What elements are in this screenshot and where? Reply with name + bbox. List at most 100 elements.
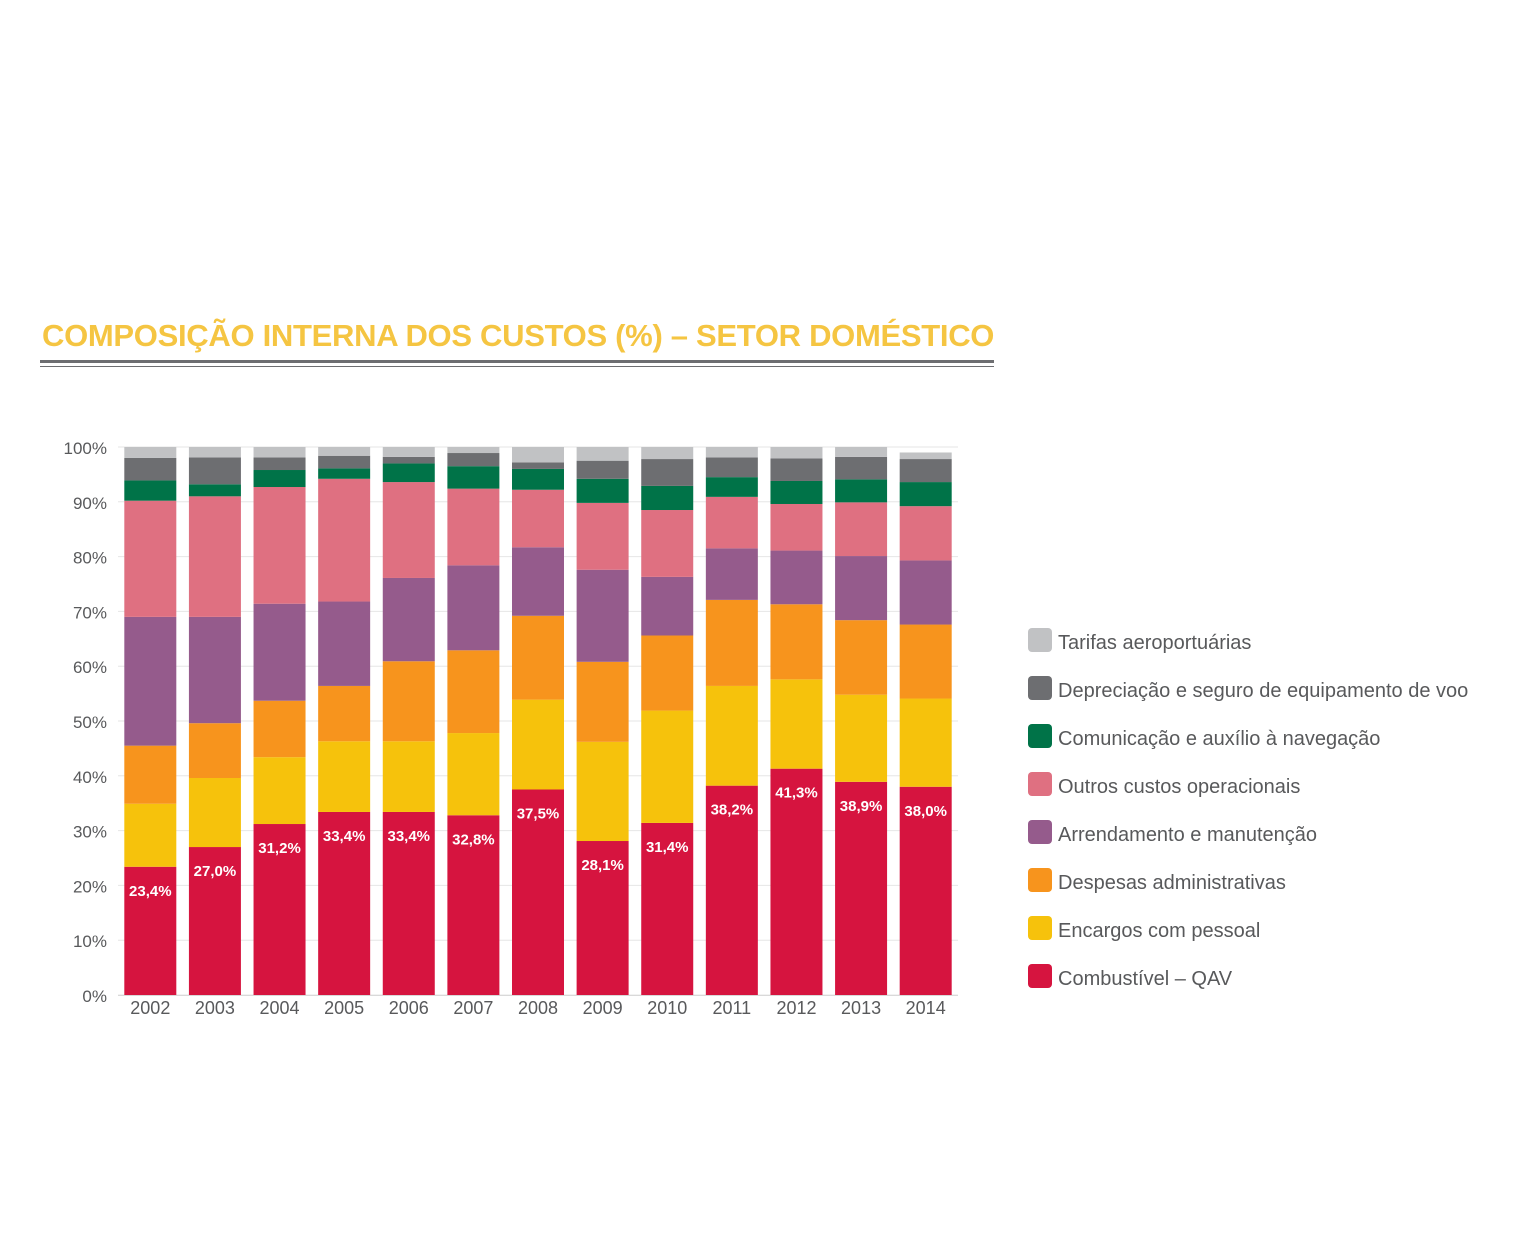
title-underline (40, 360, 994, 363)
bar-segment (705, 457, 758, 478)
bar-segment (188, 457, 241, 485)
bar-segment (641, 485, 694, 511)
bar-segment (318, 478, 371, 602)
title-underline-thin (40, 366, 994, 367)
bar-data-label: 38,9% (840, 798, 883, 815)
bar-segment (641, 576, 694, 636)
bar-segment (188, 847, 241, 995)
y-tick-label: 20% (73, 877, 107, 896)
bar-segment (705, 685, 758, 786)
bar-segment (641, 459, 694, 486)
bar-segment (253, 700, 306, 758)
bar-segment (770, 604, 823, 680)
bar-segment (447, 447, 500, 454)
bar-segment (835, 781, 888, 995)
bar-segment (447, 453, 500, 467)
x-tick-label: 2008 (518, 998, 558, 1018)
legend-swatch (1028, 724, 1052, 748)
bar-segment (576, 569, 629, 662)
legend-label: Depreciação e seguro de equipamento de v… (1058, 680, 1469, 702)
bar-segment (382, 811, 435, 995)
bar-segment (770, 768, 823, 995)
bar-segment (576, 460, 629, 479)
bar-segment (253, 757, 306, 825)
y-tick-label: 100% (64, 439, 107, 458)
bar-segment (899, 506, 952, 561)
bar-segment (512, 615, 564, 700)
bar-segment (770, 447, 823, 459)
bar-segment (512, 699, 564, 790)
bar-segment (318, 601, 371, 686)
bar-segment (318, 468, 371, 479)
y-tick-label: 30% (73, 823, 107, 842)
bar-segment (835, 620, 888, 695)
bar-segment (705, 548, 758, 600)
bar-segment (124, 457, 177, 481)
bar-data-label: 32,8% (452, 831, 495, 848)
y-tick-label: 90% (73, 494, 107, 513)
bar-segment (124, 500, 177, 617)
legend-swatch (1028, 772, 1052, 796)
bar-segment (253, 457, 306, 471)
bar-segment (512, 489, 564, 548)
legend-label: Combustível – QAV (1058, 968, 1233, 990)
bar-segment (705, 496, 758, 549)
bar-segment (253, 447, 306, 458)
bar-data-label: 37,5% (517, 806, 560, 823)
bar-segment (253, 487, 306, 604)
legend-label: Comunicação e auxílio à navegação (1058, 728, 1381, 750)
bar-segment (124, 480, 177, 501)
legend-swatch (1028, 916, 1052, 940)
x-tick-label: 2003 (195, 998, 235, 1018)
bar-segment (770, 458, 823, 481)
bar-data-label: 38,2% (711, 802, 754, 819)
bar-segment (447, 466, 500, 489)
x-tick-label: 2007 (453, 998, 493, 1018)
legend-swatch (1028, 964, 1052, 988)
bar-data-label: 41,3% (775, 785, 818, 802)
y-tick-label: 50% (73, 713, 107, 732)
bar-segment (576, 502, 629, 570)
bar-segment (705, 477, 758, 497)
y-tick-label: 40% (73, 768, 107, 787)
bar-segment (382, 741, 435, 812)
bar-segment (253, 603, 306, 701)
bar-segment (188, 484, 241, 497)
bar-segment (835, 456, 888, 480)
bar-segment (899, 560, 952, 625)
bar-segment (899, 452, 952, 460)
bar-segment (576, 447, 629, 461)
bar-data-label: 33,4% (387, 828, 430, 845)
bar-segment (447, 733, 500, 816)
bar-segment (124, 803, 177, 867)
bar-segment (253, 470, 306, 488)
bar-segment (835, 479, 888, 503)
legend-swatch (1028, 676, 1052, 700)
bar-segment (382, 577, 435, 662)
bar-segment (835, 447, 888, 457)
bar-segment (641, 822, 694, 995)
x-tick-label: 2014 (906, 998, 946, 1018)
bar-segment (512, 447, 564, 463)
bar-segment (382, 447, 435, 457)
bar-segment (382, 456, 435, 464)
bar-segment (899, 482, 952, 507)
bar-data-label: 23,4% (129, 883, 172, 900)
bar-segment (770, 679, 823, 769)
y-tick-label: 10% (73, 932, 107, 951)
bar-segment (124, 745, 177, 804)
bar-data-label: 31,4% (646, 839, 689, 856)
bar-segment (512, 789, 564, 995)
legend-label: Despesas administrativas (1058, 872, 1286, 894)
bar-segment (512, 462, 564, 469)
x-tick-label: 2002 (130, 998, 170, 1018)
legend-label: Arrendamento e manutenção (1058, 824, 1318, 846)
bar-segment (705, 785, 758, 995)
legend-label: Outros custos operacionais (1058, 776, 1301, 798)
x-tick-label: 2006 (389, 998, 429, 1018)
legend-swatch (1028, 628, 1052, 652)
bar-segment (770, 480, 823, 504)
bar-data-label: 38,0% (904, 803, 947, 820)
bar-segment (835, 694, 888, 782)
bar-segment (705, 599, 758, 686)
